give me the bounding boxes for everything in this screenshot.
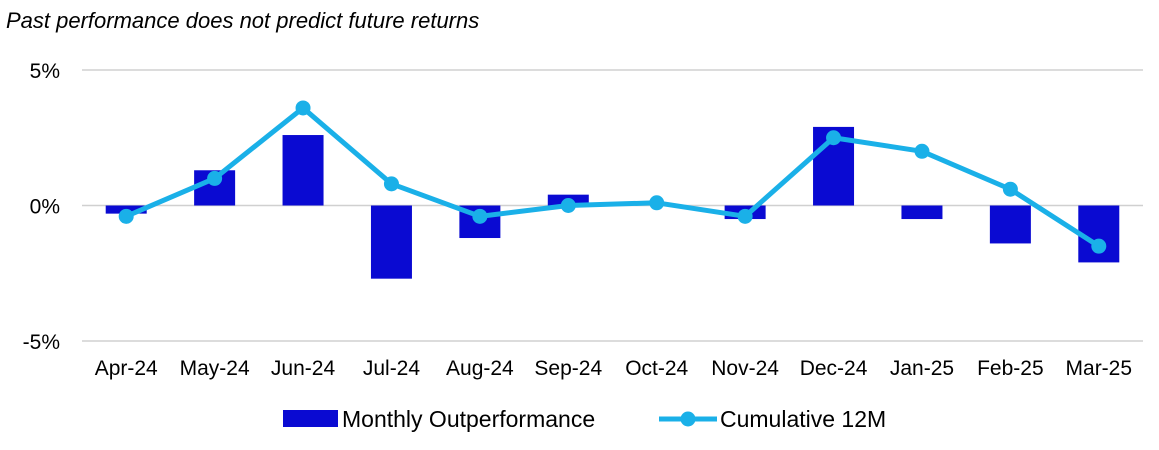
x-tick-label: Jan-25 (890, 357, 954, 380)
legend-swatch-monthly (283, 410, 338, 427)
point-cumulative-May-24 (207, 170, 223, 186)
point-cumulative-Jul-24 (383, 176, 399, 192)
point-cumulative-Jun-24 (295, 100, 311, 116)
point-cumulative-Jan-25 (914, 143, 930, 159)
x-tick-label: Aug-24 (446, 357, 514, 380)
x-axis-ticks: Apr-24 May-24 Jun-24 Jul-24 Aug-24 Sep-24 Oct-… (95, 357, 1132, 380)
x-tick-label: Oct-24 (625, 357, 688, 380)
cumulative-series-line (125, 105, 1101, 249)
x-tick-label: Feb-25 (977, 357, 1044, 380)
x-tick-label: Nov-24 (711, 357, 779, 380)
point-cumulative-Dec-24 (826, 130, 842, 146)
legend-label-cumulative: Cumulative 12M (720, 406, 886, 432)
bar-monthly-Jun-24 (282, 135, 324, 206)
y-axis-ticks: 5% 0% -5% (23, 60, 60, 354)
cumulative-line (118, 100, 1107, 254)
y-tick-label: 5% (30, 60, 60, 83)
x-tick-label: Sep-24 (534, 357, 602, 380)
x-tick-label: May-24 (180, 357, 250, 380)
bar-monthly-Feb-25 (989, 205, 1031, 244)
x-tick-label: Apr-24 (95, 357, 158, 380)
x-tick-label: Mar-25 (1066, 357, 1133, 380)
x-tick-label: Dec-24 (800, 357, 868, 380)
point-cumulative-Mar-25 (1091, 238, 1107, 254)
point-cumulative-Oct-24 (649, 195, 665, 211)
y-tick-label: 0% (30, 196, 60, 219)
point-cumulative-Feb-25 (1002, 181, 1018, 197)
point-cumulative-Nov-24 (737, 208, 753, 224)
x-tick-label: Jun-24 (271, 357, 336, 380)
legend-swatch-cumulative-marker (680, 411, 696, 427)
bar-monthly-Jan-25 (901, 205, 943, 220)
disclaimer-text: Past performance does not predict future… (6, 8, 480, 33)
bar-monthly-Jul-24 (370, 205, 412, 279)
legend: Monthly Outperformance Cumulative 12M (283, 406, 886, 432)
point-cumulative-Apr-24 (118, 208, 134, 224)
monthly-bars (105, 126, 1120, 279)
y-tick-label: -5% (23, 331, 60, 354)
legend-label-monthly: Monthly Outperformance (342, 406, 595, 432)
x-tick-label: Jul-24 (363, 357, 421, 380)
point-cumulative-Sep-24 (560, 198, 576, 213)
point-cumulative-Aug-24 (472, 208, 488, 224)
